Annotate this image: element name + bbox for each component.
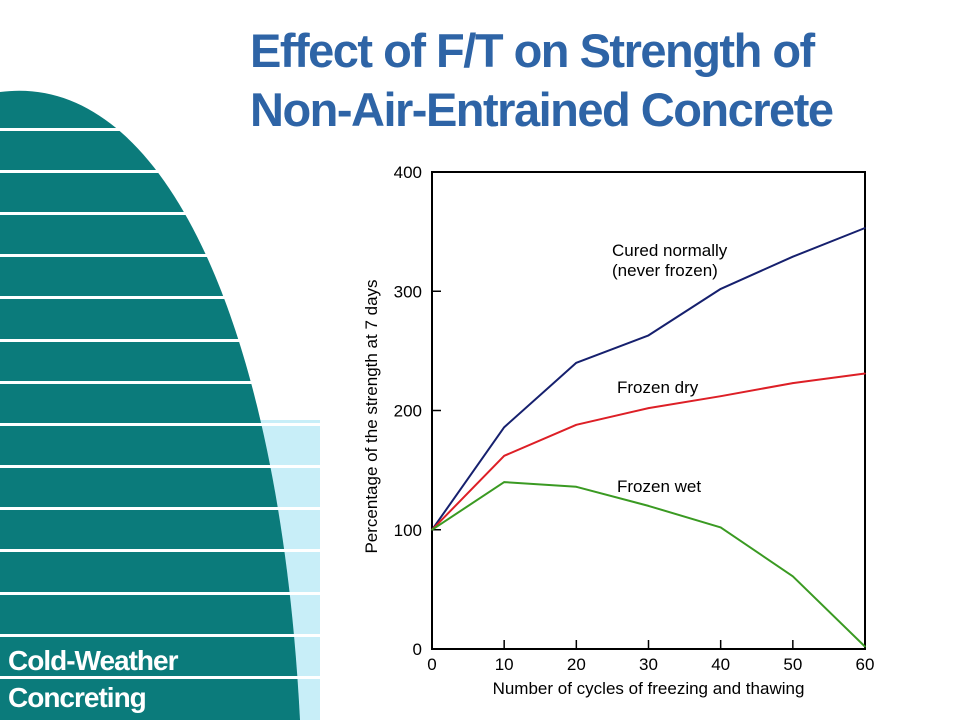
brand-label-line-1: Cold-Weather [8, 645, 178, 676]
series-3-point-40 [719, 526, 722, 529]
series-2-point-50 [792, 382, 794, 384]
series-1-point-10 [503, 426, 505, 428]
series-3-point-10 [503, 481, 505, 483]
dome-stripe-5 [0, 296, 320, 299]
y-tick-label-0: 0 [413, 640, 422, 659]
dome-stripe-11 [0, 549, 320, 552]
series-line-3 [431, 481, 866, 648]
series-2-point-60 [864, 372, 866, 375]
y-tick-label-200: 200 [394, 402, 422, 421]
strength-line-chart: 0 100 200 300 400 0 10 20 30 40 50 60 Number of cycl… [362, 163, 875, 698]
dome-stripe-14 [0, 676, 320, 679]
series-1-point-30 [647, 334, 650, 337]
dome-stripe-8 [0, 423, 320, 426]
slide-title-line-1: Effect of F/T on Strength of [250, 24, 815, 77]
dome-stripe-3 [0, 212, 320, 215]
series-3-point-60 [864, 645, 866, 648]
y-tick-label-400: 400 [394, 163, 422, 182]
series-2-point-10 [503, 455, 505, 457]
series-label-3-line-1: Frozen wet [617, 477, 701, 496]
y-tick-label-300: 300 [394, 282, 422, 301]
dome-stripe-13 [0, 634, 320, 637]
dome-stripe-2 [0, 170, 320, 173]
series-2-point-30 [647, 407, 650, 409]
slide-title-line-2: Non-Air-Entrained Concrete [250, 83, 834, 136]
dome-stripe-1 [0, 128, 320, 131]
dome-stripe-6 [0, 339, 320, 342]
series-1-point-50 [792, 255, 794, 258]
series-2-point-20 [575, 424, 578, 426]
x-tick-label-40: 40 [711, 655, 730, 674]
series-3-point-30 [647, 505, 650, 507]
x-tick-label-20: 20 [567, 655, 586, 674]
y-axis-label: Percentage of the strength at 7 days [362, 279, 381, 553]
dome-stripe-9 [0, 465, 320, 468]
dome-stripe-4 [0, 254, 320, 257]
x-tick-label-10: 10 [495, 655, 514, 674]
y-tick-label-100: 100 [394, 521, 422, 540]
side-decoration [0, 90, 320, 720]
series-1-point-40 [719, 288, 722, 290]
series-1-point-20 [575, 362, 578, 364]
x-tick-label-0: 0 [427, 655, 436, 674]
x-axis-label: Number of cycles of freezing and thawing [493, 679, 805, 698]
series-label-2-line-1: Frozen dry [617, 378, 699, 397]
series-label-1-line-1: Cured normally [612, 241, 728, 260]
series-3-point-0 [431, 528, 433, 531]
dome-stripe-12 [0, 592, 320, 595]
teal-dome [0, 90, 300, 720]
dome-stripe-10 [0, 507, 320, 510]
series-3-point-50 [792, 575, 794, 578]
x-tick-label-60: 60 [856, 655, 875, 674]
series-1-point-60 [864, 227, 866, 229]
series-2-point-40 [719, 395, 722, 397]
series-3-point-20 [575, 486, 578, 488]
brand-label-line-2: Concreting [8, 682, 147, 713]
x-tick-label-30: 30 [639, 655, 658, 674]
x-tick-label-50: 50 [783, 655, 802, 674]
dome-stripe-7 [0, 381, 320, 384]
series-label-1-line-2: (never frozen) [612, 261, 718, 280]
